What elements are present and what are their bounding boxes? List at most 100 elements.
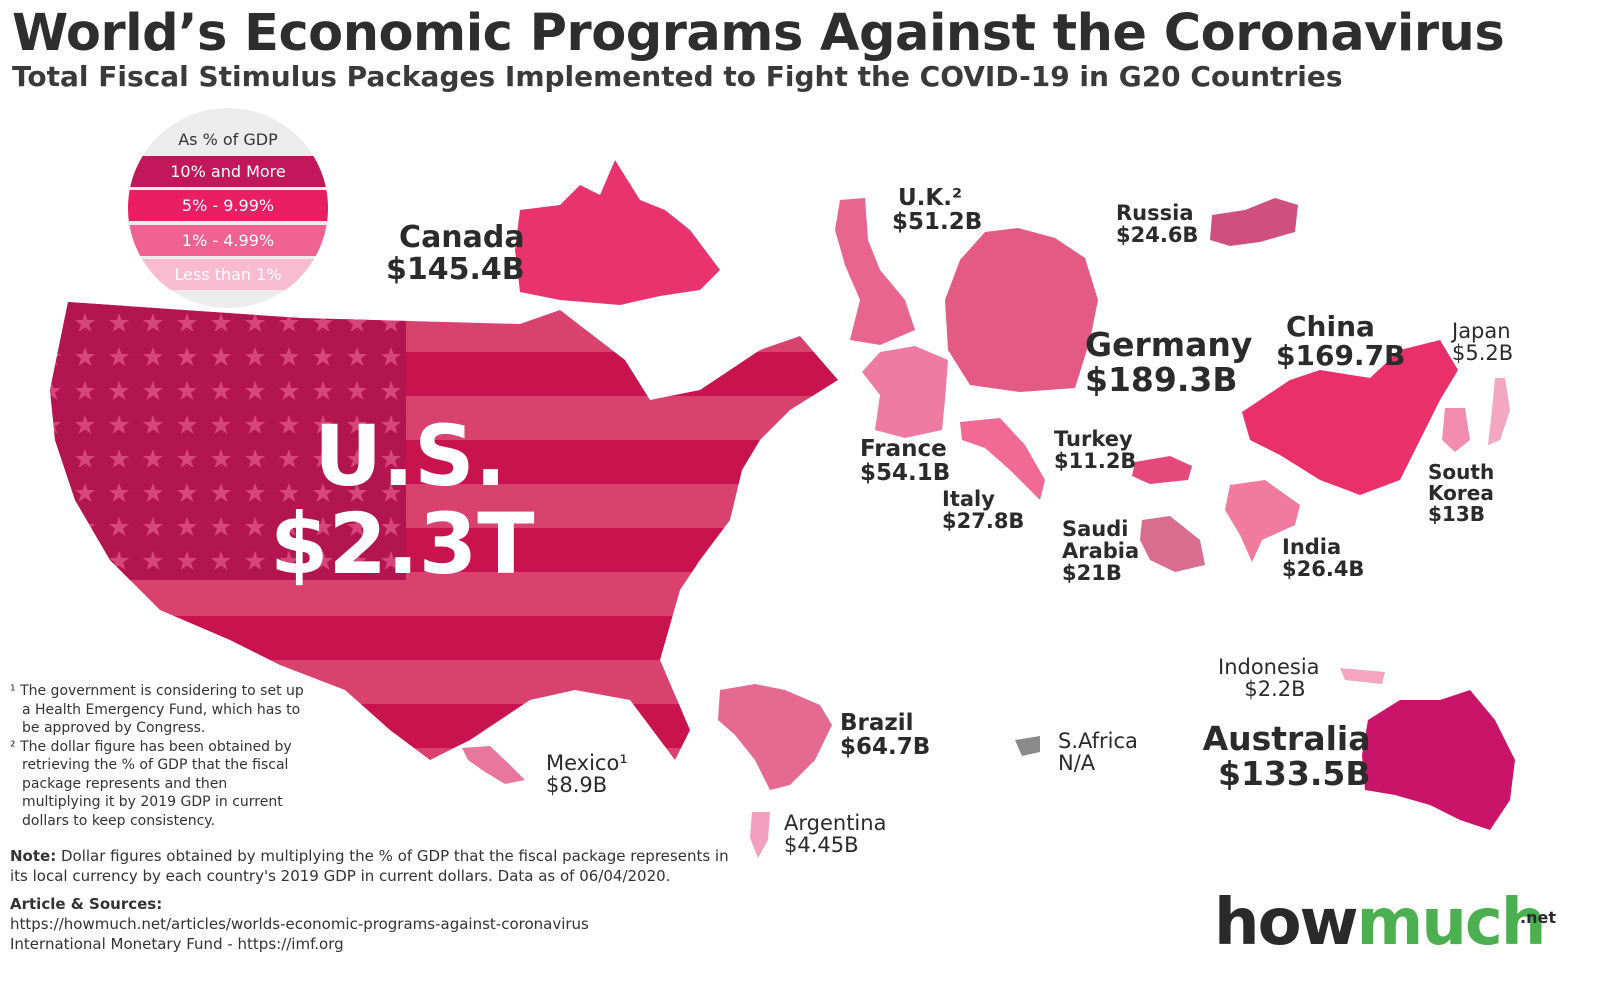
label-india: India $26.4B: [1282, 536, 1364, 580]
label-australia-value: $133.5B: [1218, 753, 1371, 793]
brand-suffix: .net: [1520, 908, 1556, 927]
map-turkey: [1132, 456, 1192, 484]
label-saudi-value: $21B: [1062, 561, 1122, 586]
label-canada-name: Canada: [399, 220, 525, 255]
label-indonesia-value: $2.2B: [1244, 677, 1306, 702]
label-germany: Germany $189.3B: [1085, 325, 1253, 399]
label-china-name: China: [1286, 310, 1375, 343]
map-saudi: [1140, 516, 1205, 572]
label-china-value: $169.7B: [1276, 339, 1406, 373]
label-saudi-name-line1: Saudi: [1062, 517, 1129, 541]
label-turkey-value: $11.2B: [1054, 449, 1137, 474]
footnote-1: ¹ The government is considering to set u…: [10, 683, 304, 736]
label-india-name: India: [1282, 535, 1342, 559]
map-canada: [515, 160, 720, 305]
label-uk: U.K.² $51.2B: [892, 186, 982, 234]
label-canada: Canada $145.4B: [386, 222, 525, 285]
label-mexico-name: Mexico¹: [546, 751, 628, 775]
label-germany-name: Germany: [1085, 325, 1253, 364]
label-russia-name: Russia: [1116, 201, 1194, 225]
label-argentina: Argentina $4.45B: [784, 812, 886, 856]
label-us-name: U.S.: [314, 407, 507, 505]
page-subtitle: Total Fiscal Stimulus Packages Implement…: [12, 60, 1343, 93]
label-saudi-name-line2: Arabia: [1062, 539, 1140, 564]
map-south-africa: [1015, 736, 1040, 756]
source-link-article[interactable]: https://howmuch.net/articles/worlds-econ…: [10, 915, 589, 933]
legend-item-5-10: 5% - 9.99%: [128, 190, 328, 221]
map-argentina: [750, 812, 770, 858]
label-turkey: Turkey $11.2B: [1054, 428, 1136, 472]
label-uk-value: $51.2B: [892, 209, 983, 236]
label-australia: Australia $133.5B: [1198, 719, 1371, 793]
label-china: China $169.7B: [1276, 312, 1405, 371]
brand-part-how: how: [1214, 886, 1359, 960]
sources: Article & Sources: https://howmuch.net/a…: [10, 894, 589, 954]
label-brazil-value: $64.7B: [840, 734, 931, 761]
sources-heading: Article & Sources:: [10, 895, 163, 913]
label-indonesia: Indonesia $2.2B: [1218, 656, 1320, 700]
map-indonesia: [1340, 668, 1385, 684]
map-france: [862, 346, 948, 438]
label-france-value: $54.1B: [860, 460, 951, 487]
brand-logo[interactable]: howmuch: [1214, 886, 1547, 960]
label-south-africa-name: S.Africa: [1058, 729, 1138, 753]
label-saudi: Saudi Arabia $21B: [1062, 518, 1139, 584]
footnotes: ¹ The government is considering to set u…: [10, 682, 308, 830]
label-japan-name: Japan: [1452, 319, 1511, 343]
label-uk-name: U.K.²: [898, 185, 963, 211]
label-us: U.S. $2.3T: [270, 407, 535, 594]
label-india-value: $26.4B: [1282, 557, 1365, 582]
label-indonesia-name: Indonesia: [1218, 655, 1320, 679]
map-russia: [1210, 198, 1298, 246]
map-australia: [1362, 690, 1515, 830]
label-argentina-name: Argentina: [784, 811, 887, 835]
label-japan: Japan $5.2B: [1452, 320, 1513, 364]
label-south-africa-value: N/A: [1058, 751, 1096, 776]
label-mexico: Mexico¹ $8.9B: [546, 752, 628, 796]
map-japan: [1488, 378, 1510, 445]
label-south-korea-value: $13B: [1428, 502, 1485, 526]
map-brazil: [718, 684, 832, 790]
map-germany: [945, 228, 1098, 392]
label-south-korea-name-line1: South: [1428, 460, 1495, 484]
label-south-korea: South Korea $13B: [1428, 462, 1494, 525]
label-us-value: $2.3T: [270, 495, 535, 594]
label-france: France $54.1B: [860, 437, 950, 485]
label-japan-value: $5.2B: [1452, 341, 1514, 366]
map-china: [1242, 340, 1458, 495]
note-text: Dollar figures obtained by multiplying t…: [10, 847, 729, 885]
legend: As % of GDP 10% and More 5% - 9.99% 1% -…: [128, 108, 328, 308]
source-link-imf[interactable]: International Monetary Fund - https://im…: [10, 935, 344, 953]
note-label: Note:: [10, 847, 57, 865]
map-mexico: [462, 746, 525, 784]
label-russia: Russia $24.6B: [1116, 202, 1198, 246]
label-south-africa: S.Africa N/A: [1058, 730, 1138, 774]
label-canada-value: $145.4B: [386, 251, 525, 287]
map-italy: [960, 418, 1045, 500]
label-italy: Italy $27.8B: [942, 488, 1024, 532]
label-south-korea-name-line2: Korea: [1428, 481, 1494, 505]
label-argentina-value: $4.45B: [784, 833, 859, 858]
label-russia-value: $24.6B: [1116, 223, 1199, 248]
label-mexico-value: $8.9B: [546, 773, 608, 798]
data-note: Note: Dollar figures obtained by multipl…: [10, 846, 750, 886]
legend-item-10-plus: 10% and More: [128, 156, 328, 187]
map-india: [1225, 480, 1300, 562]
map-south-korea: [1442, 408, 1470, 452]
label-australia-name: Australia: [1202, 719, 1371, 758]
label-brazil-name: Brazil: [840, 710, 914, 736]
label-germany-value: $189.3B: [1085, 359, 1238, 399]
map-uk: [835, 198, 915, 345]
label-france-name: France: [860, 436, 947, 462]
legend-item-1-5: 1% - 4.99%: [128, 225, 328, 256]
brand-part-much: much: [1356, 886, 1547, 960]
footnote-2: ² The dollar figure has been obtained by…: [10, 738, 292, 829]
label-turkey-name: Turkey: [1054, 427, 1133, 451]
legend-heading: As % of GDP: [178, 130, 278, 149]
legend-item-under-1: Less than 1%: [128, 259, 328, 290]
label-italy-name: Italy: [942, 487, 995, 511]
page-title: World’s Economic Programs Against the Co…: [12, 4, 1505, 63]
label-italy-value: $27.8B: [942, 509, 1025, 534]
label-brazil: Brazil $64.7B: [840, 711, 930, 759]
